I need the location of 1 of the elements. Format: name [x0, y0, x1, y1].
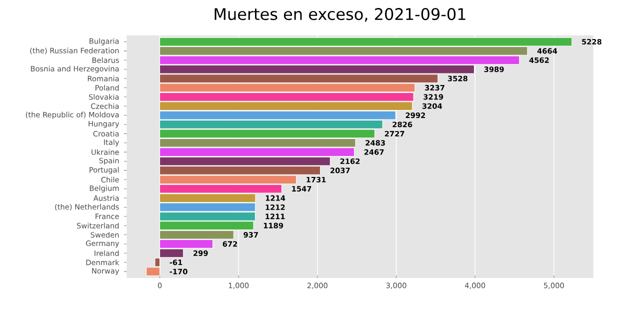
chart-title: Muertes en exceso, 2021-09-01: [214, 8, 466, 22]
